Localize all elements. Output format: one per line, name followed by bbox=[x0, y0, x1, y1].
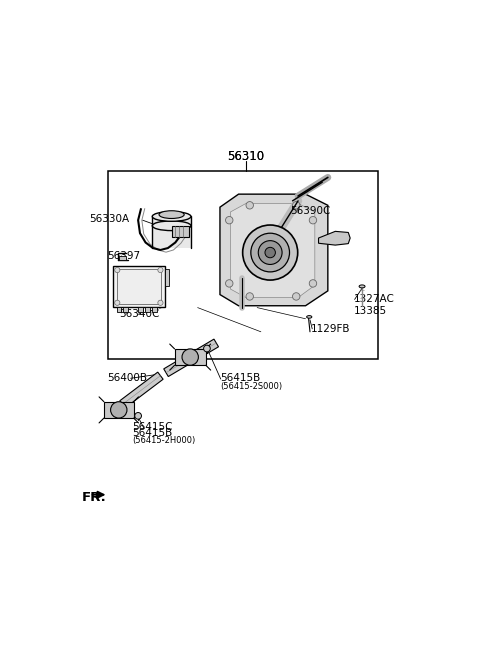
Text: 56330A: 56330A bbox=[89, 214, 129, 225]
Circle shape bbox=[115, 267, 120, 273]
Bar bbox=[123, 307, 128, 311]
Bar bbox=[119, 256, 126, 260]
Ellipse shape bbox=[152, 221, 191, 231]
Circle shape bbox=[292, 293, 300, 300]
Polygon shape bbox=[120, 372, 163, 408]
Polygon shape bbox=[319, 231, 350, 245]
Circle shape bbox=[292, 202, 300, 209]
Text: 1327AC: 1327AC bbox=[354, 294, 395, 304]
Text: 56340C: 56340C bbox=[120, 309, 160, 319]
Circle shape bbox=[226, 216, 233, 224]
Circle shape bbox=[204, 345, 210, 352]
Bar bbox=[152, 216, 191, 248]
Circle shape bbox=[246, 202, 253, 209]
Bar bbox=[172, 226, 190, 237]
Circle shape bbox=[158, 300, 163, 306]
Polygon shape bbox=[164, 339, 218, 376]
Text: 13385: 13385 bbox=[354, 306, 387, 315]
Ellipse shape bbox=[307, 315, 312, 318]
Text: 56310: 56310 bbox=[228, 150, 264, 163]
Text: FR.: FR. bbox=[82, 491, 107, 504]
Bar bbox=[152, 307, 157, 311]
Ellipse shape bbox=[152, 212, 191, 221]
Text: (56415-2S000): (56415-2S000) bbox=[220, 382, 282, 391]
Text: 56390C: 56390C bbox=[290, 206, 331, 216]
Circle shape bbox=[115, 300, 120, 306]
Circle shape bbox=[258, 240, 282, 265]
Bar bbox=[108, 171, 378, 359]
Text: (56415-2H000): (56415-2H000) bbox=[132, 436, 196, 445]
Text: 56415B: 56415B bbox=[132, 428, 173, 438]
Bar bbox=[165, 269, 169, 286]
Polygon shape bbox=[220, 194, 328, 306]
Text: 56310: 56310 bbox=[228, 150, 264, 163]
Bar bbox=[117, 307, 121, 311]
Text: 56400B: 56400B bbox=[107, 373, 147, 383]
Bar bbox=[175, 349, 206, 365]
Circle shape bbox=[309, 280, 317, 287]
Text: 56397: 56397 bbox=[108, 251, 141, 261]
Circle shape bbox=[135, 413, 142, 419]
Circle shape bbox=[226, 280, 233, 287]
Circle shape bbox=[243, 225, 298, 280]
Circle shape bbox=[309, 216, 317, 224]
Bar bbox=[104, 401, 133, 418]
Circle shape bbox=[158, 267, 163, 273]
Text: 1129FB: 1129FB bbox=[311, 324, 350, 334]
Circle shape bbox=[251, 233, 289, 272]
Bar bbox=[117, 269, 161, 304]
Text: 56415B: 56415B bbox=[220, 373, 260, 383]
Ellipse shape bbox=[359, 285, 365, 288]
Circle shape bbox=[182, 349, 198, 365]
Ellipse shape bbox=[159, 211, 184, 219]
Bar bbox=[113, 265, 165, 307]
Bar bbox=[138, 307, 143, 311]
Text: 56415C: 56415C bbox=[132, 422, 173, 432]
Polygon shape bbox=[230, 204, 315, 298]
Bar bbox=[145, 307, 150, 311]
Circle shape bbox=[110, 401, 127, 418]
Circle shape bbox=[246, 293, 253, 300]
Circle shape bbox=[265, 247, 276, 258]
